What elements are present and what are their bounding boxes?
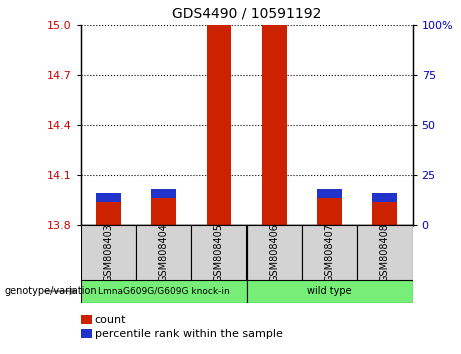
Text: LmnaG609G/G609G knock-in: LmnaG609G/G609G knock-in bbox=[98, 287, 230, 296]
Bar bbox=[81, 280, 247, 303]
Text: GSM808404: GSM808404 bbox=[159, 223, 169, 282]
Bar bbox=[262, 25, 287, 225]
Bar bbox=[81, 225, 136, 280]
Bar bbox=[372, 202, 397, 225]
Bar bbox=[207, 25, 231, 225]
Text: GSM808407: GSM808407 bbox=[325, 223, 335, 282]
Bar bbox=[136, 225, 191, 280]
Text: GSM808403: GSM808403 bbox=[103, 223, 113, 282]
Bar bbox=[302, 225, 357, 280]
Text: GSM808408: GSM808408 bbox=[380, 223, 390, 282]
Text: GSM808406: GSM808406 bbox=[269, 223, 279, 282]
Text: percentile rank within the sample: percentile rank within the sample bbox=[95, 329, 283, 339]
Bar bbox=[372, 193, 397, 202]
Bar bbox=[247, 225, 302, 280]
Text: GSM808405: GSM808405 bbox=[214, 223, 224, 282]
Bar bbox=[357, 225, 413, 280]
Bar bbox=[191, 225, 247, 280]
Text: wild type: wild type bbox=[307, 286, 352, 296]
Bar bbox=[247, 280, 413, 303]
Title: GDS4490 / 10591192: GDS4490 / 10591192 bbox=[172, 7, 321, 21]
Bar bbox=[151, 189, 176, 198]
Bar bbox=[207, 16, 231, 25]
Bar bbox=[262, 16, 287, 25]
Text: genotype/variation: genotype/variation bbox=[5, 286, 97, 296]
Text: count: count bbox=[95, 315, 126, 325]
Bar bbox=[151, 198, 176, 225]
Bar bbox=[317, 189, 342, 198]
Bar bbox=[96, 193, 121, 202]
Bar bbox=[96, 202, 121, 225]
Bar bbox=[317, 198, 342, 225]
